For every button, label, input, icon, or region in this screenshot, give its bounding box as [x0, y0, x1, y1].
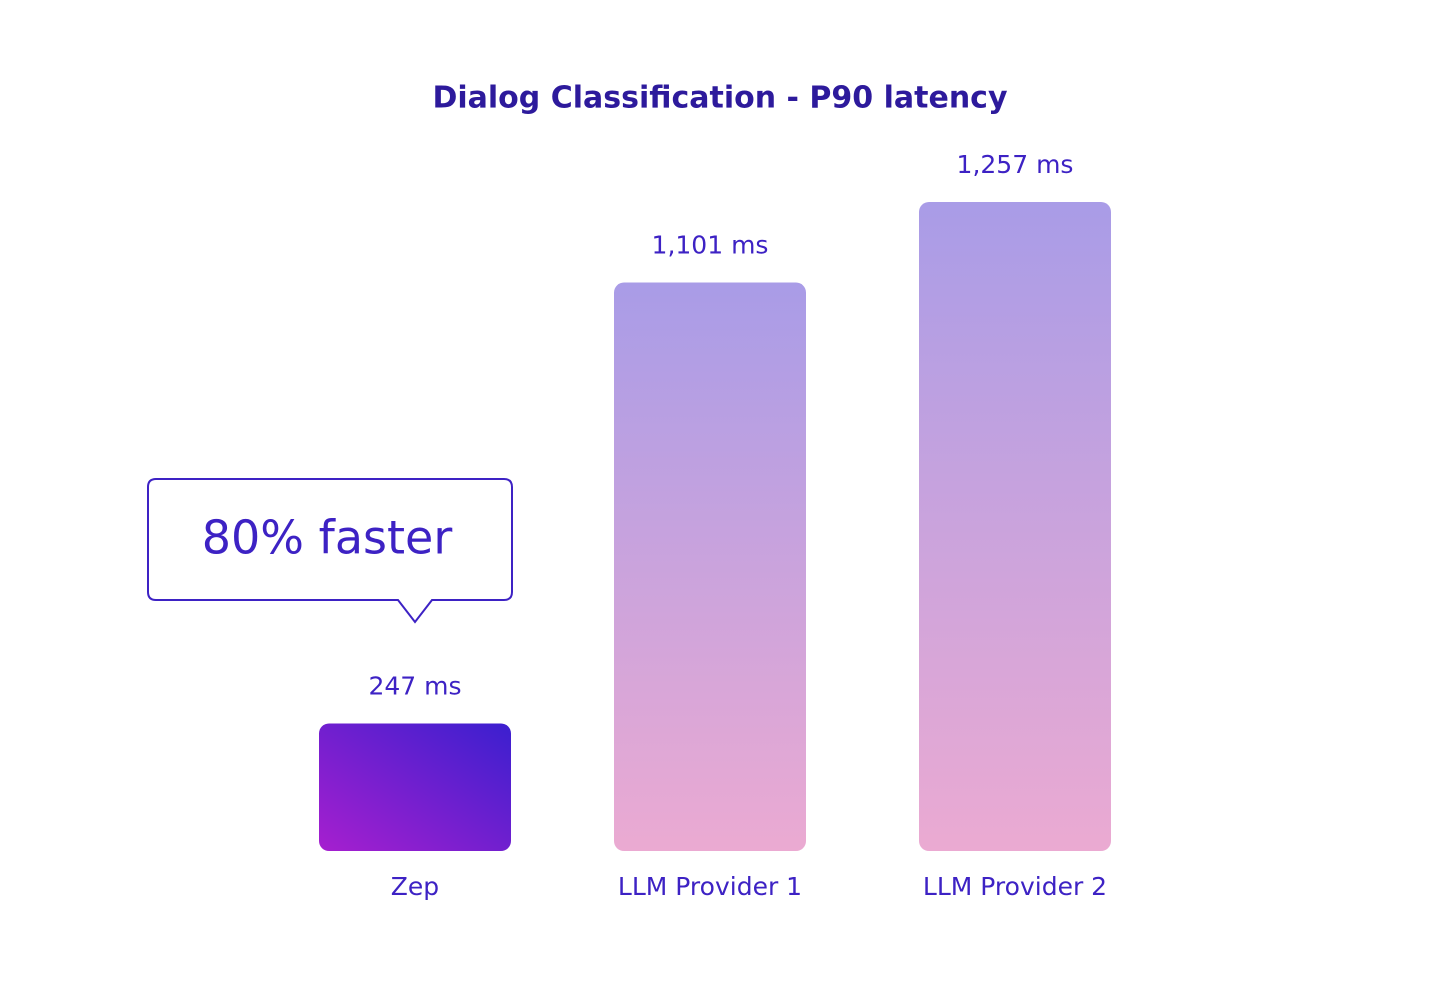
bar: [919, 202, 1111, 851]
value-label: 1,257 ms: [957, 150, 1074, 179]
annotation: 80% faster: [202, 511, 453, 565]
x-tick-label: LLM Provider 2: [923, 872, 1107, 901]
callout: 80% faster: [147, 478, 513, 624]
bar: [319, 723, 511, 851]
value-label: 1,101 ms: [652, 231, 769, 260]
value-label: 247 ms: [368, 671, 461, 700]
x-tick-label: LLM Provider 1: [618, 872, 802, 901]
callout-box: [147, 478, 513, 624]
chart-title: Dialog Classification - P90 latency: [432, 81, 1008, 116]
bar: [614, 282, 806, 851]
x-tick-label: Zep: [391, 872, 439, 901]
